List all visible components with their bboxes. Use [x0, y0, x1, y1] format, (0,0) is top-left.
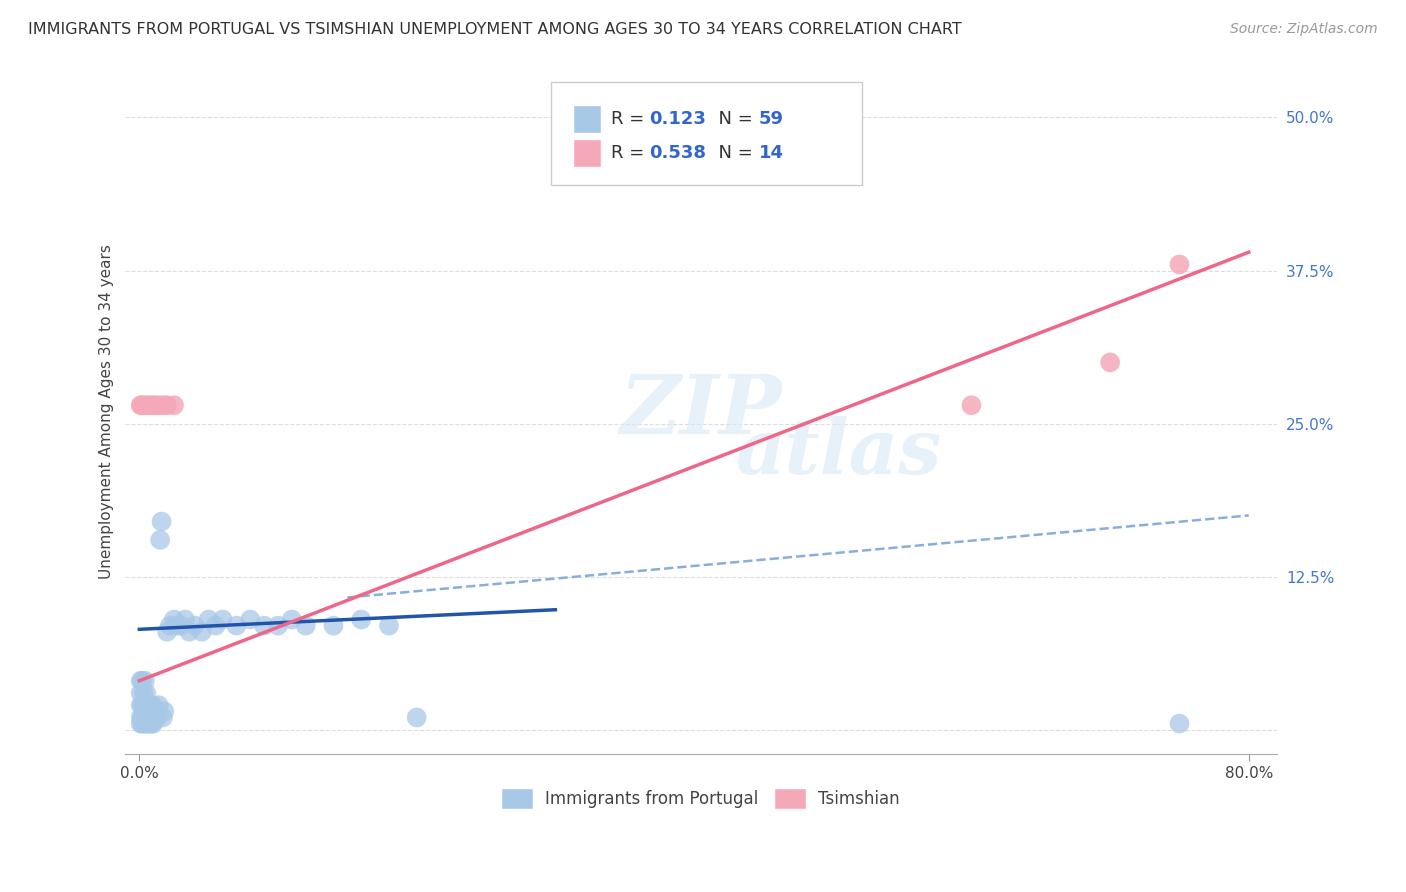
- Point: [211, 613, 233, 627]
- Point: [142, 398, 165, 412]
- Point: [135, 686, 157, 700]
- Point: [163, 613, 186, 627]
- Point: [350, 613, 373, 627]
- FancyBboxPatch shape: [575, 105, 600, 132]
- Point: [135, 710, 157, 724]
- Point: [150, 515, 173, 529]
- Point: [204, 618, 226, 632]
- Point: [129, 710, 152, 724]
- Point: [253, 618, 276, 632]
- Point: [138, 716, 160, 731]
- Point: [134, 673, 156, 688]
- Point: [1168, 257, 1191, 271]
- Point: [153, 398, 176, 412]
- Point: [132, 710, 155, 724]
- Point: [131, 698, 153, 713]
- Point: [142, 716, 165, 731]
- Point: [131, 716, 153, 731]
- Point: [129, 686, 152, 700]
- Point: [139, 698, 162, 713]
- Point: [153, 704, 176, 718]
- Point: [132, 716, 155, 731]
- Text: ZIP: ZIP: [620, 371, 782, 451]
- Point: [267, 618, 290, 632]
- Point: [134, 716, 156, 731]
- Point: [129, 716, 152, 731]
- Point: [163, 398, 186, 412]
- Point: [134, 698, 156, 713]
- Point: [378, 618, 401, 632]
- Point: [294, 618, 316, 632]
- Point: [184, 618, 207, 632]
- Point: [197, 613, 219, 627]
- Point: [239, 613, 262, 627]
- Point: [146, 710, 169, 724]
- Y-axis label: Unemployment Among Ages 30 to 34 years: Unemployment Among Ages 30 to 34 years: [100, 244, 114, 579]
- Legend: Immigrants from Portugal, Tsimshian: Immigrants from Portugal, Tsimshian: [495, 782, 907, 814]
- Point: [129, 673, 152, 688]
- Point: [129, 698, 152, 713]
- Point: [170, 618, 193, 632]
- Point: [960, 398, 983, 412]
- Point: [131, 710, 153, 724]
- Point: [149, 398, 172, 412]
- Text: 0.538: 0.538: [650, 144, 706, 161]
- Point: [142, 698, 165, 713]
- Point: [152, 710, 174, 724]
- Point: [131, 398, 153, 412]
- Point: [143, 710, 166, 724]
- Text: R =: R =: [612, 110, 650, 128]
- Point: [149, 533, 172, 547]
- Text: R =: R =: [612, 144, 650, 161]
- Text: Source: ZipAtlas.com: Source: ZipAtlas.com: [1230, 22, 1378, 37]
- Point: [281, 613, 304, 627]
- Point: [136, 698, 159, 713]
- Point: [159, 618, 181, 632]
- Point: [132, 686, 155, 700]
- Point: [156, 624, 179, 639]
- Text: IMMIGRANTS FROM PORTUGAL VS TSIMSHIAN UNEMPLOYMENT AMONG AGES 30 TO 34 YEARS COR: IMMIGRANTS FROM PORTUGAL VS TSIMSHIAN UN…: [28, 22, 962, 37]
- Point: [141, 716, 163, 731]
- Point: [1168, 716, 1191, 731]
- Text: 0.123: 0.123: [650, 110, 706, 128]
- Point: [129, 398, 152, 412]
- Point: [148, 698, 170, 713]
- Point: [322, 618, 344, 632]
- Point: [145, 704, 167, 718]
- Point: [1099, 355, 1122, 369]
- Point: [405, 710, 427, 724]
- Text: 14: 14: [759, 144, 783, 161]
- Point: [139, 398, 162, 412]
- FancyBboxPatch shape: [575, 140, 600, 166]
- Point: [135, 716, 157, 731]
- Point: [190, 624, 212, 639]
- Point: [136, 716, 159, 731]
- Point: [134, 398, 156, 412]
- Point: [141, 704, 163, 718]
- Point: [225, 618, 247, 632]
- Point: [131, 673, 153, 688]
- Point: [138, 704, 160, 718]
- Point: [145, 398, 167, 412]
- Text: N =: N =: [707, 144, 758, 161]
- Text: N =: N =: [707, 110, 758, 128]
- Point: [136, 398, 159, 412]
- Point: [139, 716, 162, 731]
- FancyBboxPatch shape: [551, 82, 862, 185]
- Text: 59: 59: [759, 110, 783, 128]
- Text: atlas: atlas: [735, 416, 942, 490]
- Point: [174, 613, 197, 627]
- Point: [179, 624, 201, 639]
- Point: [166, 618, 188, 632]
- Point: [156, 398, 179, 412]
